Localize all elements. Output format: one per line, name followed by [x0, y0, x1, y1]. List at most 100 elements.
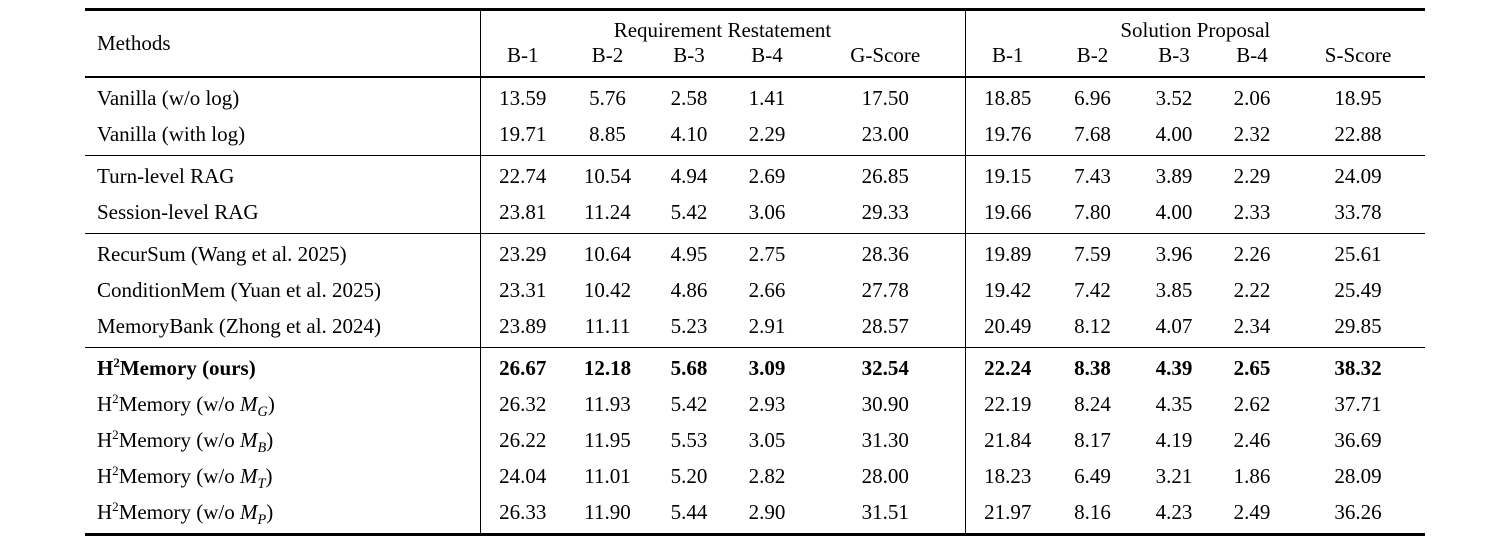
- value-cell: 5.42: [670, 200, 708, 224]
- value-cell: 31.30: [861, 428, 909, 452]
- value-cell: 36.69: [1334, 428, 1382, 452]
- value-cell: 4.94: [670, 164, 708, 188]
- value-cell: 23.00: [861, 122, 909, 146]
- value-cell: 22.74: [479, 155, 565, 195]
- value-cell: 31.51: [861, 500, 909, 524]
- value-cell: 2.06: [1233, 86, 1271, 110]
- value-cell: 4.35: [1155, 392, 1193, 416]
- value-cell: 18.23: [964, 458, 1051, 495]
- value-cell: 2.82: [748, 464, 786, 488]
- table-row: H2Memory (w/o MB) 26.22 11.95 5.53 3.05 31.30…: [85, 422, 1425, 459]
- value-cell: 6.49: [1074, 464, 1111, 488]
- value-cell: 12.18: [583, 356, 632, 380]
- value-cell: 3.96: [1155, 242, 1193, 266]
- method-cell: Vanilla (with log): [97, 122, 246, 146]
- method-group: Vanilla (w/o log) 13.59 5.76 2.58 1.41 17.50 1…: [85, 77, 1426, 156]
- value-cell: 23.29: [479, 233, 565, 273]
- value-cell: 10.54: [583, 164, 632, 188]
- table-header: Methods Requirement Restatement Solution …: [85, 9, 1426, 77]
- method-cell: Session-level RAG: [97, 200, 259, 224]
- value-cell: 2.93: [748, 392, 786, 416]
- value-cell: 5.23: [670, 314, 708, 338]
- value-cell: 33.78: [1334, 200, 1382, 224]
- method-cell: Vanilla (w/o log): [97, 86, 240, 110]
- value-cell: 2.75: [748, 242, 786, 266]
- value-cell: 8.12: [1074, 314, 1111, 338]
- value-cell: 8.24: [1074, 392, 1111, 416]
- method-cell: MemoryBank (Zhong et al. 2024): [97, 314, 382, 338]
- table-row: Turn-level RAG 22.74 10.54 4.94 2.69 26.85 19.…: [85, 155, 1425, 195]
- value-cell: 7.59: [1074, 242, 1111, 266]
- value-cell: 3.85: [1155, 278, 1193, 302]
- value-cell: 4.39: [1155, 356, 1193, 380]
- value-cell: 2.62: [1233, 392, 1271, 416]
- value-cell: 6.96: [1074, 86, 1111, 110]
- value-cell: 10.42: [583, 278, 632, 302]
- value-cell: 2.32: [1233, 122, 1271, 146]
- value-cell: 2.29: [748, 122, 786, 146]
- method-cell: Turn-level RAG: [97, 164, 235, 188]
- value-cell: 28.36: [861, 242, 909, 266]
- group-header-row: Methods Requirement Restatement Solution …: [85, 9, 1426, 54]
- value-cell: 4.07: [1155, 314, 1193, 338]
- method-cell: H2Memory (ours): [97, 355, 256, 380]
- table-row: RecurSum (Wang et al. 2025) 23.29 10.64 4.9…: [85, 233, 1425, 273]
- value-cell: 7.43: [1074, 164, 1111, 188]
- value-cell: 19.89: [964, 233, 1051, 273]
- value-cell: 28.57: [861, 314, 909, 338]
- column-header: B-3: [673, 43, 705, 67]
- table-row: H2Memory (ours) 26.67 12.18 5.68 3.09 32.54 22…: [85, 347, 1425, 387]
- value-cell: 26.85: [861, 164, 909, 188]
- value-cell: 3.06: [748, 200, 786, 224]
- value-cell: 36.26: [1334, 500, 1382, 524]
- value-cell: 29.85: [1334, 314, 1382, 338]
- value-cell: 2.22: [1233, 278, 1271, 302]
- value-cell: 2.65: [1233, 356, 1271, 380]
- value-cell: 37.71: [1334, 392, 1382, 416]
- method-cell: RecurSum (Wang et al. 2025): [97, 242, 347, 266]
- value-cell: 28.09: [1334, 464, 1382, 488]
- value-cell: 28.00: [861, 464, 909, 488]
- value-cell: 1.41: [748, 86, 786, 110]
- value-cell: 2.46: [1233, 428, 1271, 452]
- value-cell: 26.33: [479, 494, 565, 535]
- table-row: MemoryBank (Zhong et al. 2024) 23.89 11.11…: [85, 308, 1425, 348]
- value-cell: 4.95: [670, 242, 708, 266]
- value-cell: 2.66: [748, 278, 786, 302]
- table-row: H2Memory (w/o MG) 26.32 11.93 5.42 2.93 30.90…: [85, 386, 1425, 423]
- value-cell: 5.42: [670, 392, 708, 416]
- value-cell: 21.84: [964, 422, 1051, 459]
- value-cell: 4.19: [1155, 428, 1193, 452]
- value-cell: 5.68: [670, 356, 708, 380]
- value-cell: 24.09: [1334, 164, 1382, 188]
- value-cell: 4.00: [1155, 200, 1193, 224]
- value-cell: 25.49: [1334, 278, 1382, 302]
- column-header: B-1: [964, 43, 1051, 77]
- value-cell: 2.26: [1233, 242, 1271, 266]
- value-cell: 19.42: [964, 272, 1051, 309]
- value-cell: 7.68: [1074, 122, 1111, 146]
- value-cell: 26.32: [479, 386, 565, 423]
- value-cell: 3.89: [1155, 164, 1193, 188]
- column-header: B-2: [1076, 43, 1109, 67]
- value-cell: 30.90: [861, 392, 909, 416]
- value-cell: 3.09: [748, 356, 786, 380]
- column-header: B-4: [751, 43, 783, 67]
- value-cell: 4.86: [670, 278, 708, 302]
- method-group: Turn-level RAG 22.74 10.54 4.94 2.69 26.85 19.…: [85, 155, 1426, 234]
- value-cell: 1.86: [1233, 464, 1271, 488]
- value-cell: 11.93: [584, 392, 631, 416]
- column-header: B-2: [591, 43, 624, 67]
- value-cell: 4.00: [1155, 122, 1193, 146]
- table-row: H2Memory (w/o MT) 24.04 11.01 5.20 2.82 28.00…: [85, 458, 1425, 495]
- value-cell: 5.76: [589, 86, 626, 110]
- value-cell: 2.90: [748, 500, 786, 524]
- method-group: H2Memory (ours) 26.67 12.18 5.68 3.09 32.54 22…: [85, 347, 1426, 535]
- method-cell: H2Memory (w/o MP): [97, 499, 274, 529]
- method-cell: ConditionMem (Yuan et al. 2025): [97, 278, 382, 302]
- value-cell: 19.66: [964, 194, 1051, 234]
- value-cell: 22.24: [964, 347, 1051, 387]
- value-cell: 26.67: [479, 347, 565, 387]
- column-header: S-Score: [1324, 43, 1392, 67]
